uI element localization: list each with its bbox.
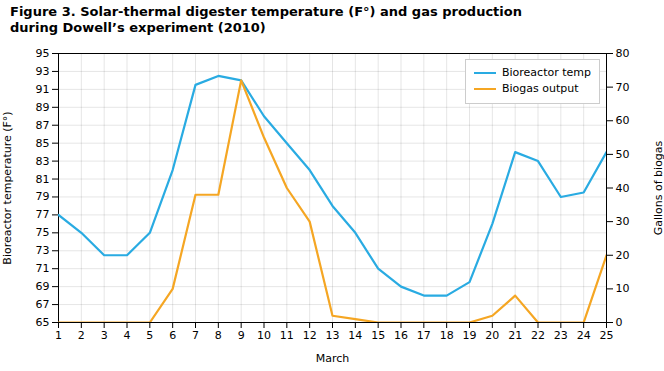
svg-text:69: 69 — [36, 280, 50, 293]
svg-text:40: 40 — [616, 181, 630, 194]
svg-text:6: 6 — [169, 329, 176, 342]
svg-text:71: 71 — [36, 262, 50, 275]
svg-text:20: 20 — [485, 329, 499, 342]
svg-text:95: 95 — [36, 47, 50, 60]
svg-text:20: 20 — [616, 248, 630, 261]
svg-text:9: 9 — [238, 329, 245, 342]
svg-text:50: 50 — [616, 147, 630, 160]
svg-text:81: 81 — [36, 172, 50, 185]
svg-text:80: 80 — [616, 47, 630, 60]
svg-text:14: 14 — [348, 329, 362, 342]
svg-text:12: 12 — [303, 329, 317, 342]
svg-text:67: 67 — [36, 298, 50, 311]
svg-text:11: 11 — [280, 329, 294, 342]
svg-text:65: 65 — [36, 316, 50, 329]
svg-text:Gallons of biogas: Gallons of biogas — [652, 140, 664, 235]
svg-text:73: 73 — [36, 244, 50, 257]
svg-text:0: 0 — [616, 316, 623, 329]
svg-text:23: 23 — [554, 329, 568, 342]
svg-text:10: 10 — [616, 282, 630, 295]
svg-text:75: 75 — [36, 226, 50, 239]
html-text:Figure 3. Solar-thermal digest: Figure 3. Solar-thermal digester tempera… — [10, 4, 522, 36]
svg-text:25: 25 — [600, 329, 614, 342]
html-text:Bioreactor temp: Bioreactor temp — [502, 65, 591, 79]
svg-text:16: 16 — [394, 329, 408, 342]
svg-text:22: 22 — [531, 329, 545, 342]
svg-text:2: 2 — [78, 329, 85, 342]
svg-text:5: 5 — [146, 329, 153, 342]
svg-text:Bioreactor temperature (F°): Bioreactor temperature (F°) — [1, 111, 14, 264]
html-text:Biogas output: Biogas output — [502, 82, 579, 95]
svg-text:19: 19 — [463, 329, 477, 342]
svg-text:89: 89 — [36, 100, 50, 113]
svg-text:70: 70 — [616, 80, 630, 93]
svg-text:85: 85 — [36, 136, 50, 149]
svg-text:79: 79 — [36, 190, 50, 203]
svg-text:24: 24 — [577, 329, 591, 342]
svg-text:15: 15 — [371, 329, 385, 342]
svg-text:10: 10 — [257, 329, 271, 342]
svg-text:8: 8 — [215, 329, 222, 342]
svg-text:18: 18 — [440, 329, 454, 342]
svg-text:7: 7 — [192, 329, 199, 342]
svg-text:4: 4 — [124, 329, 131, 342]
svg-text:21: 21 — [508, 329, 522, 342]
svg-text:13: 13 — [326, 329, 340, 342]
svg-text:30: 30 — [616, 215, 630, 228]
svg-text:91: 91 — [36, 82, 50, 95]
svg-text:60: 60 — [616, 114, 630, 127]
svg-text:17: 17 — [417, 329, 431, 342]
svg-text:3: 3 — [101, 329, 108, 342]
svg-text:87: 87 — [36, 118, 50, 131]
svg-text:1: 1 — [55, 329, 62, 342]
svg-text:77: 77 — [36, 208, 50, 221]
svg-text:March: March — [316, 351, 350, 364]
svg-text:93: 93 — [36, 64, 50, 77]
svg-text:83: 83 — [36, 154, 50, 167]
